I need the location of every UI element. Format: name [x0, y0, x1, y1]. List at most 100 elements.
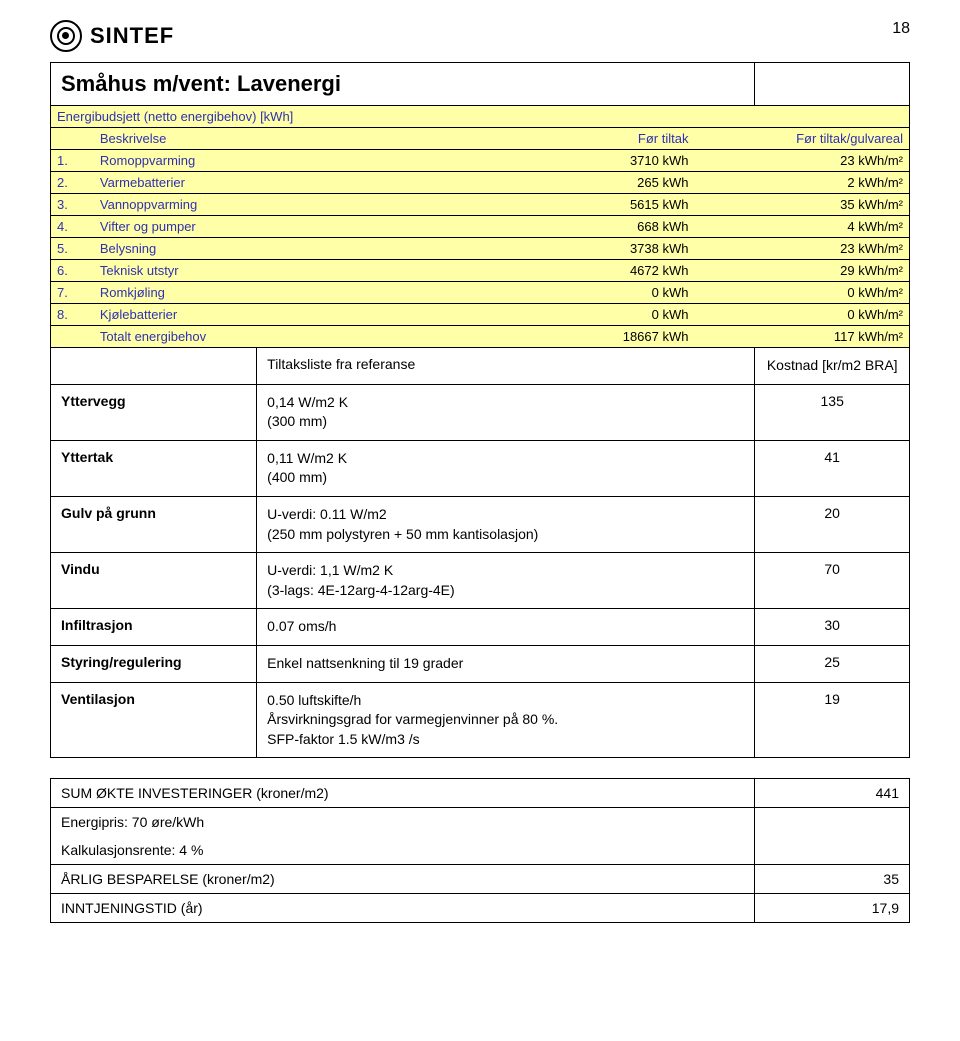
energy-row: Totalt energibehov18667 kWh117 kWh/m²	[51, 326, 909, 348]
row-v2: 29 kWh/m²	[694, 260, 909, 282]
sum-invest-label: SUM ØKTE INVESTERINGER (kroner/m2)	[51, 779, 755, 808]
empty-cell	[755, 836, 910, 865]
col-desc: Beskrivelse	[94, 128, 480, 150]
measure-row: VinduU-verdi: 1,1 W/m2 K(3-lags: 4E-12ar…	[51, 553, 910, 609]
energy-budget-header: Energibudsjett (netto energibehov) [kWh]	[51, 106, 909, 128]
row-v2: 0 kWh/m²	[694, 282, 909, 304]
col-before: Før tiltak	[480, 128, 695, 150]
energy-row: 1.Romoppvarming3710 kWh23 kWh/m²	[51, 150, 909, 172]
energy-row: 6.Teknisk utstyr4672 kWh29 kWh/m²	[51, 260, 909, 282]
energy-row: 2.Varmebatterier265 kWh2 kWh/m²	[51, 172, 909, 194]
row-num: 1.	[51, 150, 94, 172]
measures-header: Tiltaksliste fra referanse	[257, 348, 755, 385]
row-num	[51, 326, 94, 348]
energy-row: 3.Vannoppvarming5615 kWh35 kWh/m²	[51, 194, 909, 216]
energy-row: 7.Romkjøling0 kWh0 kWh/m²	[51, 282, 909, 304]
energy-budget-table: Energibudsjett (netto energibehov) [kWh]…	[51, 106, 909, 347]
measure-value: 135	[755, 384, 910, 440]
payback-label: INNTJENINGSTID (år)	[51, 894, 755, 923]
row-v2: 2 kWh/m²	[694, 172, 909, 194]
row-v2: 0 kWh/m²	[694, 304, 909, 326]
measure-desc: 0,11 W/m2 K(400 mm)	[257, 440, 755, 496]
row-num: 3.	[51, 194, 94, 216]
row-v1: 5615 kWh	[480, 194, 695, 216]
sum-invest-value: 441	[755, 779, 910, 808]
energy-row: 4.Vifter og pumper668 kWh4 kWh/m²	[51, 216, 909, 238]
measure-desc: U-verdi: 1,1 W/m2 K(3-lags: 4E-12arg-4-1…	[257, 553, 755, 609]
measure-row: Yttervegg0,14 W/m2 K(300 mm)135	[51, 384, 910, 440]
measure-value: 41	[755, 440, 910, 496]
row-v1: 4672 kWh	[480, 260, 695, 282]
measure-desc: 0,14 W/m2 K(300 mm)	[257, 384, 755, 440]
energy-row: 8.Kjølebatterier0 kWh0 kWh/m²	[51, 304, 909, 326]
cost-header: Kostnad [kr/m2 BRA]	[755, 348, 910, 385]
measure-row: Ventilasjon0.50 luftskifte/hÅrsvirknings…	[51, 682, 910, 758]
row-v2: 23 kWh/m²	[694, 150, 909, 172]
row-v1: 3710 kWh	[480, 150, 695, 172]
measure-desc: Enkel nattsenkning til 19 grader	[257, 645, 755, 682]
row-v2: 23 kWh/m²	[694, 238, 909, 260]
energy-price-label: Energipris: 70 øre/kWh	[51, 808, 755, 837]
page-number: 18	[892, 20, 910, 38]
measure-label: Yttervegg	[51, 384, 257, 440]
row-v1: 265 kWh	[480, 172, 695, 194]
measure-value: 19	[755, 682, 910, 758]
payback-value: 17,9	[755, 894, 910, 923]
measure-label: Yttertak	[51, 440, 257, 496]
row-v2: 4 kWh/m²	[694, 216, 909, 238]
measure-label: Ventilasjon	[51, 682, 257, 758]
yearly-savings-value: 35	[755, 865, 910, 894]
row-num: 8.	[51, 304, 94, 326]
measure-row: Yttertak0,11 W/m2 K(400 mm)41	[51, 440, 910, 496]
empty-cell	[755, 63, 910, 106]
row-num: 5.	[51, 238, 94, 260]
energy-row: 5.Belysning3738 kWh23 kWh/m²	[51, 238, 909, 260]
row-label: Teknisk utstyr	[94, 260, 480, 282]
row-v1: 0 kWh	[480, 282, 695, 304]
energy-budget-block: Energibudsjett (netto energibehov) [kWh]…	[51, 106, 910, 348]
row-label: Belysning	[94, 238, 480, 260]
row-label: Varmebatterier	[94, 172, 480, 194]
row-v1: 0 kWh	[480, 304, 695, 326]
row-v1: 668 kWh	[480, 216, 695, 238]
row-num: 4.	[51, 216, 94, 238]
logo: SINTEF	[50, 20, 174, 52]
row-label: Romkjøling	[94, 282, 480, 304]
measure-desc: 0.07 oms/h	[257, 609, 755, 646]
measure-desc: U-verdi: 0.11 W/m2(250 mm polystyren + 5…	[257, 496, 755, 552]
measure-row: Styring/reguleringEnkel nattsenkning til…	[51, 645, 910, 682]
measure-row: Gulv på grunnU-verdi: 0.11 W/m2(250 mm p…	[51, 496, 910, 552]
row-label: Vifter og pumper	[94, 216, 480, 238]
row-label: Romoppvarming	[94, 150, 480, 172]
row-num: 6.	[51, 260, 94, 282]
measure-label: Styring/regulering	[51, 645, 257, 682]
empty-cell	[755, 808, 910, 837]
row-label: Vannoppvarming	[94, 194, 480, 216]
row-v2: 35 kWh/m²	[694, 194, 909, 216]
measure-value: 30	[755, 609, 910, 646]
col-blank	[51, 128, 94, 150]
row-v2: 117 kWh/m²	[694, 326, 909, 348]
measure-label: Vindu	[51, 553, 257, 609]
document-title: Småhus m/vent: Lavenergi	[51, 63, 755, 106]
col-before-area: Før tiltak/gulvareal	[694, 128, 909, 150]
calc-rate-label: Kalkulasjonsrente: 4 %	[51, 836, 755, 865]
sintef-logo-icon	[50, 20, 82, 52]
empty-cell	[51, 348, 257, 385]
row-label: Totalt energibehov	[94, 326, 480, 348]
row-num: 7.	[51, 282, 94, 304]
row-num: 2.	[51, 172, 94, 194]
main-table: Småhus m/vent: Lavenergi Energibudsjett …	[50, 62, 910, 758]
measure-desc: 0.50 luftskifte/hÅrsvirkningsgrad for va…	[257, 682, 755, 758]
yearly-savings-label: ÅRLIG BESPARELSE (kroner/m2)	[51, 865, 755, 894]
measure-label: Gulv på grunn	[51, 496, 257, 552]
measure-value: 70	[755, 553, 910, 609]
measure-row: Infiltrasjon0.07 oms/h30	[51, 609, 910, 646]
measure-label: Infiltrasjon	[51, 609, 257, 646]
row-v1: 3738 kWh	[480, 238, 695, 260]
logo-text: SINTEF	[90, 23, 174, 49]
row-label: Kjølebatterier	[94, 304, 480, 326]
measure-value: 20	[755, 496, 910, 552]
row-v1: 18667 kWh	[480, 326, 695, 348]
summary-table: SUM ØKTE INVESTERINGER (kroner/m2) 441 E…	[50, 778, 910, 923]
